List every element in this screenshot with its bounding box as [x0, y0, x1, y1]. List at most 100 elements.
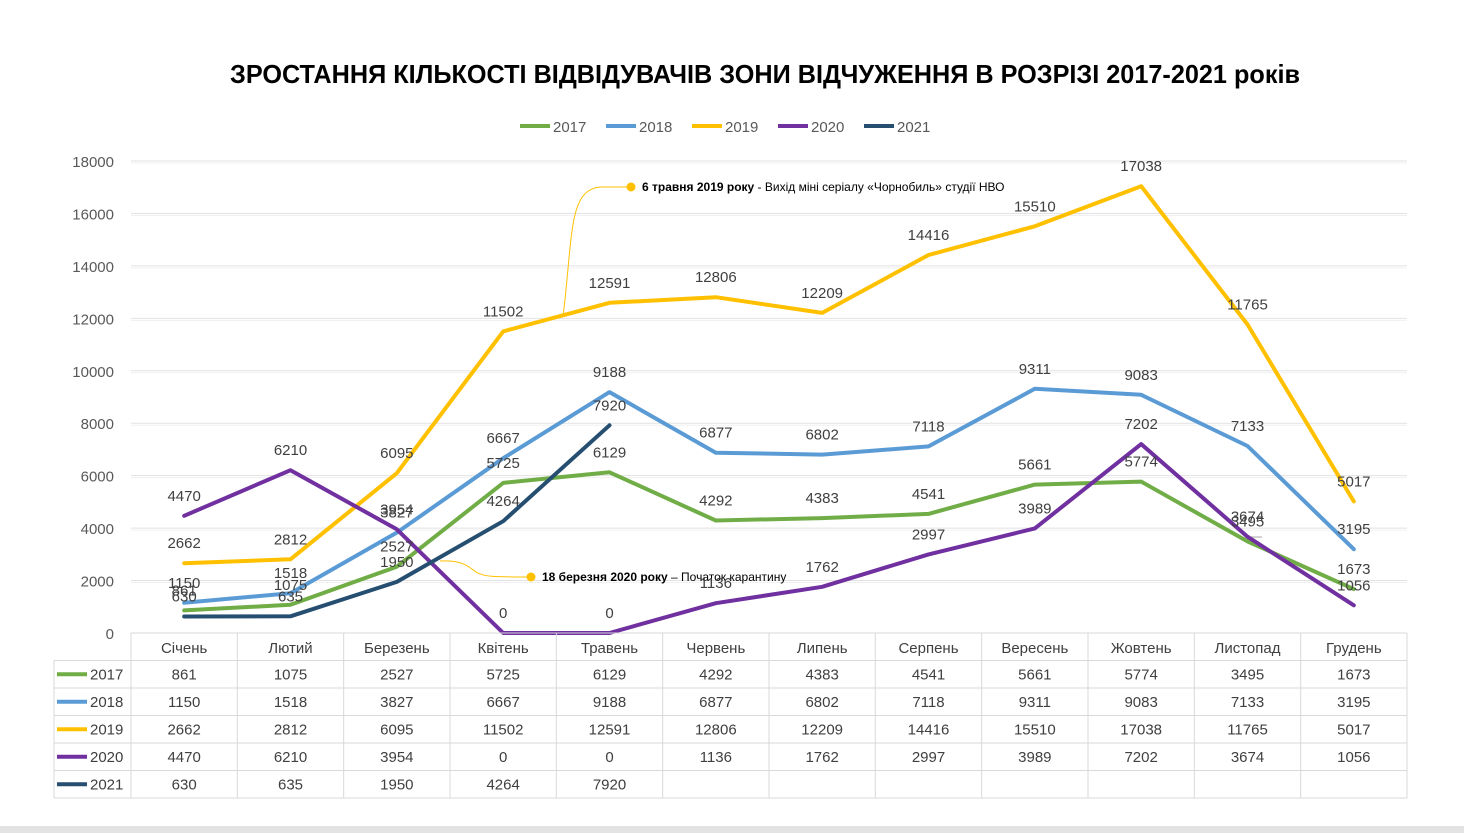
x-tick-label: Липень — [797, 640, 848, 657]
data-label-2020: 2997 — [912, 526, 945, 543]
table-cell: 1518 — [274, 694, 307, 711]
table-cell: 12209 — [801, 722, 843, 739]
chart-title: ЗРОСТАННЯ КІЛЬКОСТІ ВІДВІДУВАЧІВ ЗОНИ ВІ… — [230, 59, 1300, 89]
table-cell: 1950 — [380, 777, 413, 794]
data-label-2019: 11765 — [1227, 296, 1268, 313]
data-label-2018: 1150 — [168, 575, 200, 592]
table-cell: 5774 — [1124, 667, 1157, 684]
x-tick-label: Березень — [364, 640, 430, 657]
table-cell: 4470 — [167, 749, 200, 766]
table-cell: 7920 — [593, 777, 626, 794]
table-cell: 2662 — [167, 722, 200, 739]
data-label-2017: 1075 — [274, 577, 307, 594]
data-label-2020: 4470 — [167, 488, 200, 505]
x-tick-label: Жовтень — [1111, 640, 1172, 657]
y-tick-label: 10000 — [72, 364, 114, 381]
table-cell: 861 — [172, 667, 197, 684]
y-tick-label: 18000 — [72, 154, 114, 171]
data-label-2021: 7920 — [593, 397, 626, 414]
annotations: 6 травня 2019 року - Вихід міні серіалу … — [439, 180, 1262, 584]
legend-label-2021: 2021 — [897, 119, 930, 136]
y-tick-label: 12000 — [72, 311, 114, 328]
data-label-2018: 7133 — [1231, 418, 1264, 435]
table-cell: 4541 — [912, 667, 945, 684]
y-tick-label: 0 — [106, 626, 114, 643]
data-label-2020: 1056 — [1337, 577, 1370, 594]
table-cell: 5725 — [486, 667, 519, 684]
x-tick-label: Серпень — [898, 640, 958, 657]
table-cell: 0 — [499, 749, 507, 766]
table-cell: 17038 — [1120, 722, 1162, 739]
data-label-2019: 11502 — [483, 303, 524, 320]
table-cell: 6210 — [274, 749, 307, 766]
table-cell: 635 — [278, 777, 303, 794]
table-cell: 3989 — [1018, 749, 1051, 766]
series-lines — [182, 184, 1356, 635]
data-label-2021: 635 — [278, 588, 303, 605]
table-row-label-2018: 2018 — [90, 694, 123, 711]
table-cell: 3495 — [1231, 667, 1264, 684]
x-tick-label: Грудень — [1326, 640, 1382, 657]
table-cell: 1136 — [700, 749, 732, 766]
data-label-2018: 7118 — [912, 418, 944, 435]
data-label-2020: 7202 — [1124, 416, 1157, 433]
data-label-2019: 14416 — [908, 227, 950, 244]
annotation-dot-1 — [626, 182, 636, 192]
annotation-text-2: 18 березня 2020 року – Початок карантину — [542, 570, 786, 584]
y-tick-label: 6000 — [81, 469, 114, 486]
table-cell: 6802 — [805, 694, 838, 711]
x-tick-label: Лютий — [268, 640, 312, 657]
table-cell: 2527 — [380, 667, 413, 684]
series-line-2021 — [182, 423, 612, 619]
data-table: Січень Лютий Березень Квітень Травень Червень… — [53, 632, 1408, 799]
data-labels: 861 1075 2527 5725 6129 4292 4383 4541 5661 5774 3… — [167, 158, 1370, 622]
data-label-2020: 3989 — [1018, 500, 1051, 517]
data-label-2017: 861 — [172, 582, 197, 599]
table-row-label-2020: 2020 — [90, 749, 123, 766]
y-axis: 0 2000 4000 6000 8000 10000 12000 14000 16000 180… — [72, 154, 114, 643]
legend-label-2020: 2020 — [811, 119, 844, 136]
annotation-leader-1 — [562, 186, 631, 317]
table-cell: 5661 — [1018, 667, 1051, 684]
x-tick-label: Січень — [161, 640, 208, 657]
data-label-2019: 5017 — [1337, 473, 1370, 490]
series-line-2020 — [182, 442, 1356, 635]
table-cell: 1762 — [805, 749, 838, 766]
table-row-label-2019: 2019 — [90, 722, 123, 739]
series-line-2019 — [182, 184, 1356, 566]
series-line-2018 — [182, 386, 1356, 605]
table-cell: 0 — [605, 749, 613, 766]
table-cell: 15510 — [1014, 722, 1056, 739]
data-label-2017: 6129 — [593, 444, 626, 461]
data-label-2017: 2527 — [380, 539, 413, 556]
data-label-2017: 4541 — [912, 486, 945, 503]
table-cell: 4383 — [805, 667, 838, 684]
table-cell: 630 — [172, 777, 197, 794]
x-tick-label: Квітень — [478, 640, 529, 657]
table-cell: 11765 — [1227, 722, 1268, 739]
data-label-2018: 9311 — [1019, 361, 1051, 378]
data-label-2021: 630 — [172, 588, 197, 605]
table-cell: 6877 — [699, 694, 732, 711]
table-cell: 12591 — [589, 722, 631, 739]
table-row-label-2021: 2021 — [90, 777, 123, 794]
table-cell: 3195 — [1337, 694, 1370, 711]
data-label-2017: 5725 — [486, 455, 519, 472]
annotation-dot-2 — [526, 572, 536, 582]
table-cell: 9083 — [1124, 694, 1157, 711]
data-label-2018: 3195 — [1337, 521, 1370, 538]
bottom-bar — [0, 826, 1464, 833]
series-line-2017 — [182, 470, 1356, 613]
data-label-2020: 1136 — [700, 575, 732, 592]
table-cell: 6667 — [486, 694, 519, 711]
table-cell: 7202 — [1124, 749, 1157, 766]
y-tick-label: 2000 — [81, 574, 114, 591]
data-label-2018: 6667 — [486, 430, 519, 447]
table-cell: 7118 — [912, 694, 944, 711]
table-cell: 12806 — [695, 722, 737, 739]
data-label-2020: 0 — [499, 605, 507, 622]
data-label-2017: 3495 — [1231, 513, 1264, 530]
data-label-2019: 6095 — [380, 445, 413, 462]
data-label-2019: 12209 — [801, 285, 843, 302]
